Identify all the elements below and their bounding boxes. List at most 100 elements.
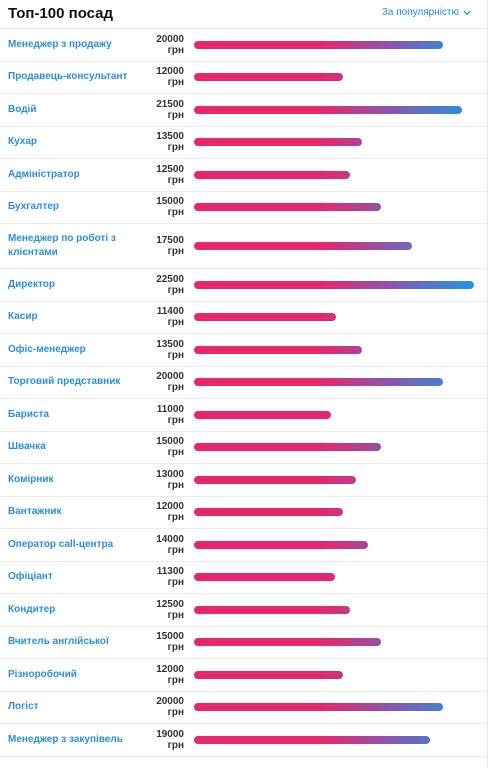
list-item: Касир 11400 грн — [0, 302, 487, 334]
salary-bar-track — [194, 242, 474, 250]
salary-bar-track — [194, 345, 474, 354]
salary-bar — [194, 703, 443, 712]
position-name-link[interactable]: Комірник — [8, 473, 54, 485]
list-item: Комірник 13000 грн — [0, 464, 487, 497]
list-item: Вантажник 12000 грн — [0, 497, 487, 529]
panel-header: Топ-100 посад За популярністю — [0, 0, 487, 29]
salary-value: 17500 грн — [156, 235, 184, 257]
position-name-link[interactable]: Кухар — [8, 136, 38, 148]
page-title: Топ-100 посад — [8, 5, 114, 22]
position-name-link[interactable]: Водій — [8, 103, 37, 115]
position-name-link[interactable]: Касир — [8, 311, 38, 323]
list-item: Продавець-консультант 12000 грн — [0, 62, 487, 94]
salary-bar-track — [194, 40, 474, 49]
salary-bar-track — [194, 138, 474, 147]
list-item: Логіст 20000 грн — [0, 692, 487, 724]
list-item: Менеджер з продажу 20000 грн — [0, 29, 487, 62]
list-item: Кухар 13500 грн — [0, 127, 487, 159]
position-name-link[interactable]: Менеджер з закупівель — [8, 733, 123, 745]
salary-value: 15000 грн — [156, 196, 184, 219]
salary-value: 12500 грн — [156, 163, 184, 186]
salary-bar-track — [194, 170, 474, 179]
salary-value: 21500 грн — [156, 98, 184, 121]
salary-bar — [194, 203, 381, 212]
position-name-link[interactable]: Адміністратор — [8, 168, 80, 180]
list-item: Адміністратор 12500 грн — [0, 159, 487, 192]
salary-bar-track — [194, 605, 474, 614]
position-name-link[interactable]: Офіс-менеджер — [8, 343, 86, 355]
salary-bar-track — [194, 573, 474, 582]
position-name-link[interactable]: Кондитер — [8, 603, 56, 615]
salary-bar — [194, 242, 412, 250]
position-name-link[interactable]: Офіціант — [8, 571, 53, 583]
salary-value: 20000 грн — [156, 371, 184, 394]
salary-value: 11400 грн — [156, 306, 184, 329]
list-item: Офіціант 11300 грн — [0, 562, 487, 594]
salary-bar — [194, 410, 331, 419]
position-name-link[interactable]: Директор — [8, 278, 55, 290]
position-name-link[interactable]: Бухгалтер — [8, 201, 59, 213]
list-item: Швачка 15000 грн — [0, 432, 487, 464]
salary-bar — [194, 670, 343, 679]
salary-value: 13500 грн — [156, 131, 184, 154]
salary-value: 11300 грн — [156, 566, 184, 589]
salary-bar — [194, 280, 474, 289]
list-item: Різноробочий 12000 грн — [0, 659, 487, 692]
positions-list: Менеджер з продажу 20000 грн Продавець-кон… — [0, 29, 487, 757]
position-name-link[interactable]: Торговий представник — [8, 376, 121, 388]
salary-bar — [194, 443, 381, 452]
list-item: Менеджер з закупівель 19000 грн — [0, 724, 487, 757]
salary-bar-track — [194, 378, 474, 387]
salary-bar-track — [194, 203, 474, 212]
salary-bar — [194, 475, 356, 484]
salary-bar-track — [194, 313, 474, 322]
salary-bar — [194, 313, 336, 322]
salary-value: 13000 грн — [156, 468, 184, 491]
salary-value: 19000 грн — [156, 728, 184, 751]
position-name-link[interactable]: Продавець-консультант — [8, 71, 128, 83]
list-item: Директор 22500 грн — [0, 269, 487, 302]
salary-bar — [194, 345, 362, 354]
position-name-link[interactable]: Вантажник — [8, 506, 62, 518]
salary-value: 12000 грн — [156, 501, 184, 524]
position-name-link[interactable]: Оператор call-центра — [8, 538, 114, 550]
salary-bar-track — [194, 703, 474, 712]
salary-bar — [194, 735, 430, 744]
salary-bar — [194, 138, 362, 147]
salary-value: 12500 грн — [156, 598, 184, 621]
salary-value: 12000 грн — [156, 663, 184, 686]
salary-value: 12000 грн — [156, 66, 184, 89]
position-name-link[interactable]: Менеджер по роботі з клієнтами — [8, 233, 116, 258]
list-item: Бариста 11000 грн — [0, 399, 487, 432]
salary-bar — [194, 73, 343, 82]
salary-value: 11000 грн — [156, 403, 184, 426]
salary-bar-track — [194, 735, 474, 744]
salary-bar-track — [194, 410, 474, 419]
salary-bar-track — [194, 508, 474, 517]
salary-bar-track — [194, 540, 474, 549]
position-name-link[interactable]: Швачка — [8, 441, 46, 453]
salary-bar — [194, 540, 368, 549]
list-item: Водій 21500 грн — [0, 94, 487, 127]
position-name-link[interactable]: Вчитель англійської — [8, 636, 109, 648]
position-name-link[interactable]: Менеджер з продажу — [8, 38, 112, 50]
salary-value: 13500 грн — [156, 338, 184, 361]
list-item: Торговий представник 20000 грн — [0, 367, 487, 399]
salary-bar-track — [194, 443, 474, 452]
position-name-link[interactable]: Різноробочий — [8, 668, 77, 680]
position-name-link[interactable]: Бариста — [8, 408, 50, 420]
list-item: Оператор call-центра 14000 грн — [0, 529, 487, 562]
sort-dropdown[interactable]: За популярністю — [382, 7, 471, 18]
salary-bar-track — [194, 280, 474, 289]
position-name-link[interactable]: Логіст — [8, 701, 39, 713]
salary-value: 15000 грн — [156, 631, 184, 654]
salary-bar — [194, 508, 343, 517]
salary-bar — [194, 170, 350, 179]
salary-bar — [194, 605, 350, 614]
salary-bar — [194, 378, 443, 387]
list-item: Офіс-менеджер 13500 грн — [0, 334, 487, 367]
salary-bar-track — [194, 105, 474, 114]
salary-bar — [194, 105, 462, 114]
sort-label: За популярністю — [381, 7, 459, 18]
